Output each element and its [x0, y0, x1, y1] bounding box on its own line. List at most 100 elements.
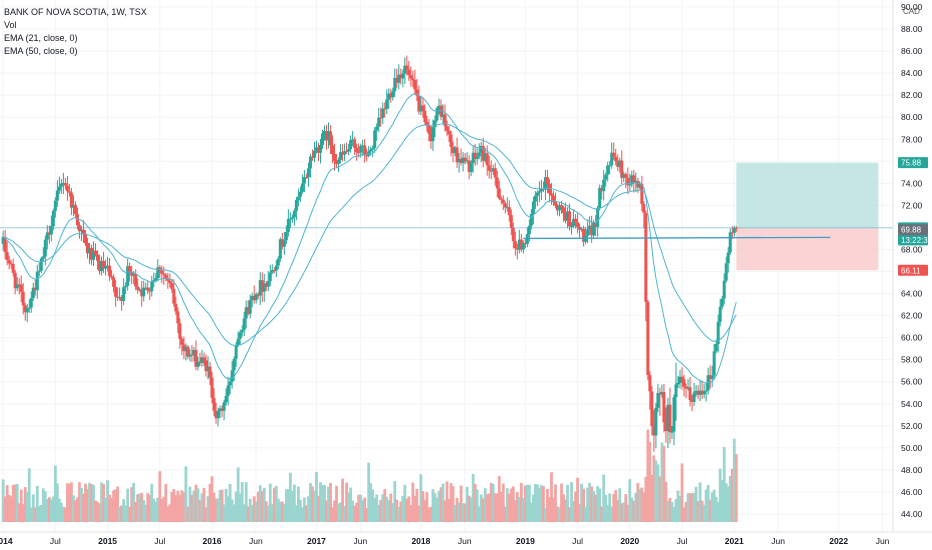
candle-body: [337, 159, 341, 164]
candle-body: [710, 375, 714, 379]
candle-body: [214, 410, 218, 419]
time-tick-label: Jul: [154, 536, 165, 546]
candle-body: [491, 168, 495, 171]
candle-body: [539, 188, 543, 192]
volume-bar: [666, 500, 670, 522]
candle-body: [694, 390, 698, 393]
volume-bar: [453, 504, 457, 522]
volume-bar: [140, 493, 144, 522]
candle-body: [240, 330, 244, 333]
ema-lines: [2, 93, 737, 384]
position-zones[interactable]: [736, 162, 879, 271]
volume-bar: [724, 483, 728, 522]
candle-body: [81, 229, 85, 235]
volume-bar: [449, 483, 453, 522]
candle-body: [75, 214, 79, 226]
time-axis[interactable]: 2014 Jul 2015 Jul 2016 Jun 2017 Jun 2018 Jun 2019 J…: [0, 531, 932, 550]
volume-bar: [270, 504, 274, 522]
volume-bar: [284, 489, 288, 522]
volume-bar: [19, 489, 23, 522]
drawn-lines[interactable]: [0, 227, 893, 240]
candle-body: [596, 207, 600, 227]
volume-bar: [17, 503, 21, 522]
ema21-legend[interactable]: EMA (21, close, 0): [4, 33, 78, 43]
volume-bar: [282, 503, 286, 522]
volume-bar: [554, 484, 557, 522]
volume-bar: [210, 476, 214, 522]
volume-bar: [471, 473, 475, 522]
volume-bar: [82, 493, 85, 522]
volume-bar: [152, 498, 156, 522]
volume-bar: [461, 503, 465, 522]
volume-bar: [268, 483, 272, 522]
volume-legend[interactable]: Vol: [4, 20, 17, 30]
volume-bar: [612, 494, 616, 522]
candle-body: [576, 222, 580, 228]
symbol-title[interactable]: BANK OF NOVA SCOTIA, 1W, TSX: [4, 7, 147, 17]
candle-body: [318, 145, 322, 153]
volume-bar: [632, 500, 636, 522]
ema50-line: [2, 123, 737, 346]
candle-body: [128, 266, 132, 272]
volume-bar: [570, 482, 573, 522]
candle-body: [79, 229, 83, 232]
volume-bar: [200, 493, 204, 522]
ema50-legend[interactable]: EMA (50, close, 0): [4, 46, 78, 56]
volume-bar: [638, 488, 642, 522]
volume-bar: [146, 493, 150, 522]
candle-body: [260, 280, 264, 292]
candle-body: [560, 205, 564, 208]
candle-body: [734, 227, 738, 229]
volume-bar: [726, 486, 730, 522]
candle-body: [714, 344, 718, 352]
price-tick-label: 86.00: [901, 46, 923, 56]
volume-bar: [142, 500, 146, 522]
volume-bar: [515, 492, 519, 522]
candle-body: [92, 250, 96, 260]
candle-body: [716, 321, 720, 345]
volume-bar: [311, 486, 314, 522]
candle-body: [642, 203, 646, 213]
candle-body: [194, 349, 198, 367]
target-zone[interactable]: [736, 162, 879, 228]
candle-body: [232, 358, 236, 371]
volume-bar: [692, 493, 696, 522]
volume-bar: [258, 485, 262, 522]
candle-body: [298, 191, 302, 197]
volume-bar: [363, 497, 367, 522]
volume-bar: [732, 438, 736, 522]
volume-bar: [600, 506, 604, 522]
volume-bar: [114, 489, 118, 522]
candle-body: [176, 311, 180, 324]
support-trendline[interactable]: [523, 236, 831, 240]
candle-body: [622, 174, 626, 178]
volume-bar: [313, 490, 316, 522]
volume-bar: [206, 496, 210, 522]
price-tick-label: 64.00: [901, 289, 923, 299]
candle-body: [132, 273, 136, 276]
candle-body: [660, 392, 664, 395]
volume-bar: [156, 497, 160, 522]
volume-bar: [626, 504, 630, 522]
volume-bar: [652, 455, 656, 522]
volume-bar: [319, 482, 322, 522]
volume-bar: [523, 485, 527, 522]
candle-body: [186, 346, 190, 357]
volume-bar: [11, 484, 15, 522]
volume-bar: [556, 506, 559, 522]
stop-zone[interactable]: [736, 227, 879, 271]
volume-bar: [242, 504, 246, 522]
volume-bar: [505, 488, 509, 522]
volume-bar: [586, 487, 590, 522]
volume-bar: [678, 495, 682, 522]
candle-body: [57, 186, 61, 191]
candle-body: [521, 242, 525, 250]
volume-bar: [63, 507, 67, 522]
candle-body: [361, 145, 365, 147]
volume-bar: [59, 502, 63, 522]
candle-body: [423, 110, 427, 123]
candle-body: [69, 192, 73, 208]
candle-body: [180, 338, 184, 345]
